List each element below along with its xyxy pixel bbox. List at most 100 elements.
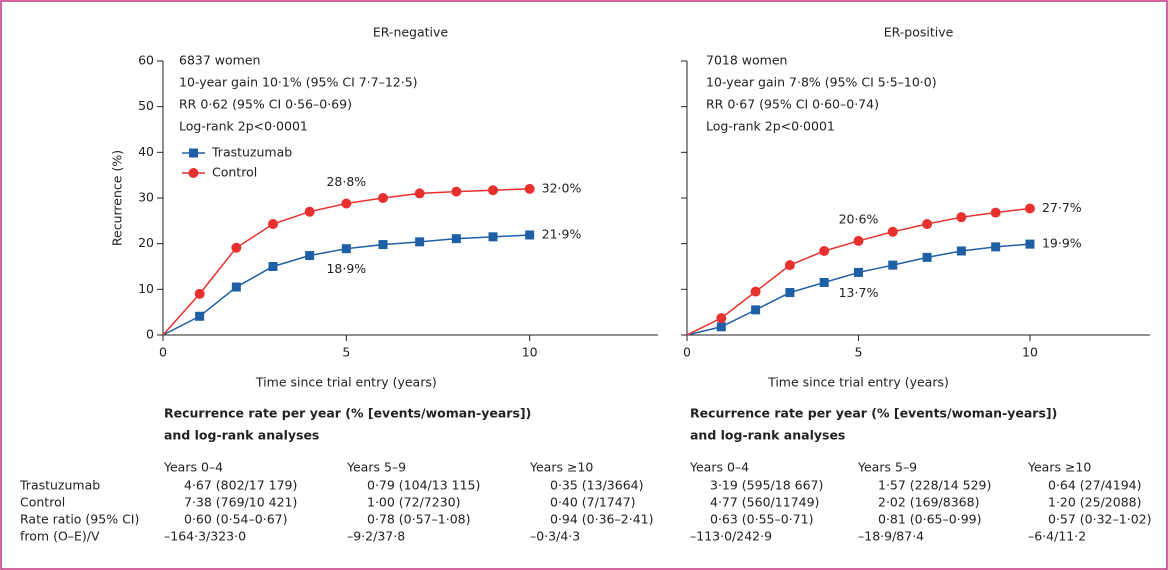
table-title: Recurrence rate per year (% [events/woma… [164,406,531,421]
value-label: 18·9% [326,261,366,276]
row-label: from (O–E)/V [20,529,100,544]
value-label: 28·8% [326,174,366,189]
x-tick-label: 5 [342,345,350,360]
table-cell: 0·35 (13/3664) [550,478,644,493]
table-cell: 0·78 (0·57–1·08) [367,512,470,527]
chart-title: ER-positive [884,25,954,40]
y-axis-label: Recurrence (%) [110,150,125,246]
data-point [414,188,425,199]
y-tick-label: 20 [138,235,154,250]
row-label: Rate ratio (95% CI) [20,512,139,527]
row-label: Trastuzumab [19,478,100,493]
table-cell: –9·2/37·8 [347,529,405,544]
column-header: Years 5–9 [346,460,406,475]
column-header: Years 0–4 [689,460,749,475]
annotation: RR 0·62 (95% CI 0·56–0·69) [179,97,352,112]
table-cell: 0·94 (0·36–2·41) [550,512,653,527]
chart-title: ER-negative [373,25,449,40]
table-cell: 4·67 (802/17 179) [184,478,297,493]
x-tick-label: 5 [855,345,863,360]
value-label: 19·9% [1042,236,1082,251]
table-cell: 0·57 (0·32–1·02) [1048,512,1151,527]
table-cell: 0·63 (0·55–0·71) [710,512,813,527]
legend-marker [188,168,199,178]
data-point [341,244,351,254]
data-point [378,193,388,203]
data-point [378,240,388,250]
column-header: Years ≥10 [529,460,593,475]
data-point [268,262,278,271]
y-tick-label: 50 [138,98,154,113]
x-tick-label: 10 [1022,345,1038,360]
data-point [990,207,1001,218]
data-point [195,311,205,321]
data-point [304,206,315,217]
annotation: Log-rank 2p<0·0001 [179,119,308,134]
data-point [716,322,726,332]
x-axis-label: Time since trial entry (years) [767,375,949,390]
data-point [341,198,352,209]
data-point [451,186,462,197]
data-point [716,313,727,324]
y-tick-label: 60 [138,53,154,68]
annotation: Log-rank 2p<0·0001 [706,119,835,134]
row-label: Control [20,495,65,510]
data-point [922,252,932,262]
annotation: 10-year gain 7·8% (95% CI 5·5–10·0) [706,75,937,90]
value-label: 13·7% [839,285,879,300]
data-point [451,234,461,244]
data-point [750,286,761,297]
table-cell: –113·0/242·9 [690,529,772,544]
data-point [853,235,864,246]
data-point [231,242,242,253]
data-point [751,305,761,315]
table-title: and log-rank analyses [690,428,845,443]
data-point [525,230,535,240]
value-label: 21·9% [542,226,582,241]
legend-marker [189,148,198,158]
table-cell: –164·3/323·0 [164,529,246,544]
data-point [887,226,898,237]
data-point [1024,203,1035,214]
table-cell: 0·60 (0·54–0·67) [184,512,287,527]
x-tick-label: 0 [159,345,167,360]
column-header: Years 0–4 [163,460,223,475]
x-tick-label: 10 [522,345,538,360]
table-cell: 1·00 (72/7230) [367,495,461,510]
data-point [991,242,1001,252]
table-cell: 1·57 (228/14 529) [878,478,991,493]
annotation: 7018 women [706,53,787,68]
table-title: Recurrence rate per year (% [events/woma… [690,406,1057,421]
table-title: and log-rank analyses [164,428,319,443]
data-point [488,185,498,196]
y-tick-label: 30 [138,190,154,205]
value-label: 32·0% [542,180,582,195]
x-axis-label: Time since trial entry (years) [255,375,437,390]
table-cell: –0·3/4·3 [530,529,580,544]
legend-label: Trastuzumab [211,145,292,160]
table-cell: –6·4/11·2 [1028,529,1086,544]
table-cell: 7·38 (769/10 421) [184,495,297,510]
annotation: 10-year gain 10·1% (95% CI 7·7–12·5) [179,75,418,90]
data-point [785,288,795,298]
data-point [888,260,898,270]
data-point [1025,239,1035,249]
table-cell: 0·64 (27/4194) [1048,478,1142,493]
table-cell: –18·9/87·4 [858,529,924,544]
data-point [194,288,205,299]
annotation: 6837 women [179,53,260,68]
data-point [784,260,795,271]
data-point [305,251,315,261]
data-point [524,183,535,194]
y-tick-label: 0 [146,327,154,342]
data-point [853,267,863,277]
annotation: RR 0·67 (95% CI 0·60–0·74) [706,97,879,112]
y-tick-label: 10 [138,281,154,296]
legend-label: Control [212,165,257,180]
data-point [956,246,966,256]
table-cell: 0·81 (0·65–0·99) [878,512,981,527]
table-cell: 2·02 (169/8368) [878,495,979,510]
table-cell: 4·77 (560/11749) [710,495,819,510]
